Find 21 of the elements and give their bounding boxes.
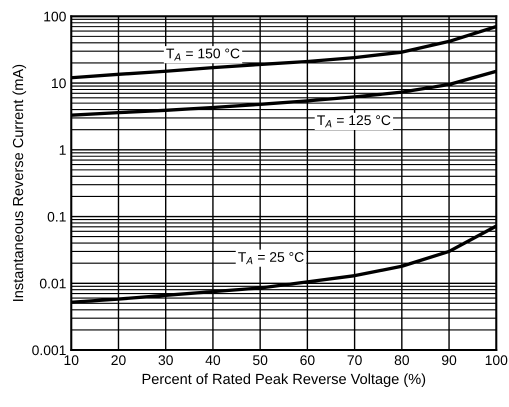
x-tick-label: 60 <box>300 355 315 366</box>
x-tick-label: 10 <box>64 355 78 366</box>
y-tick-label: 1 <box>60 145 66 155</box>
x-tick-label: 40 <box>206 355 220 366</box>
x-tick-label: 50 <box>252 355 268 366</box>
x-tick-label: 30 <box>158 355 173 366</box>
annotation: T$_{A}$ = 150 °C <box>166 48 240 61</box>
y-tick-label: 0.001 <box>32 345 66 356</box>
y-tick-label: 0.1 <box>48 212 66 222</box>
annotation: T$_{A}$ = 25 °C <box>238 252 304 264</box>
x-tick-label: 70 <box>348 355 362 366</box>
y-tick-label: 100 <box>44 12 66 22</box>
x-tick-label: 90 <box>442 355 456 366</box>
annotation: T$_{A}$ = 125 °C <box>317 115 390 128</box>
y-tick-label: 10 <box>52 78 66 88</box>
x-tick-label: 80 <box>394 355 410 366</box>
x-tick-label: 20 <box>111 355 126 366</box>
y-tick-label: 0.01 <box>40 278 66 288</box>
y-axis-title: Instantaneous Reverse Current (mA) <box>12 64 26 301</box>
x-tick-label: 100 <box>486 355 508 366</box>
x-axis-title: Percent of Rated Peak Reverse Voltage (%) <box>142 373 426 387</box>
